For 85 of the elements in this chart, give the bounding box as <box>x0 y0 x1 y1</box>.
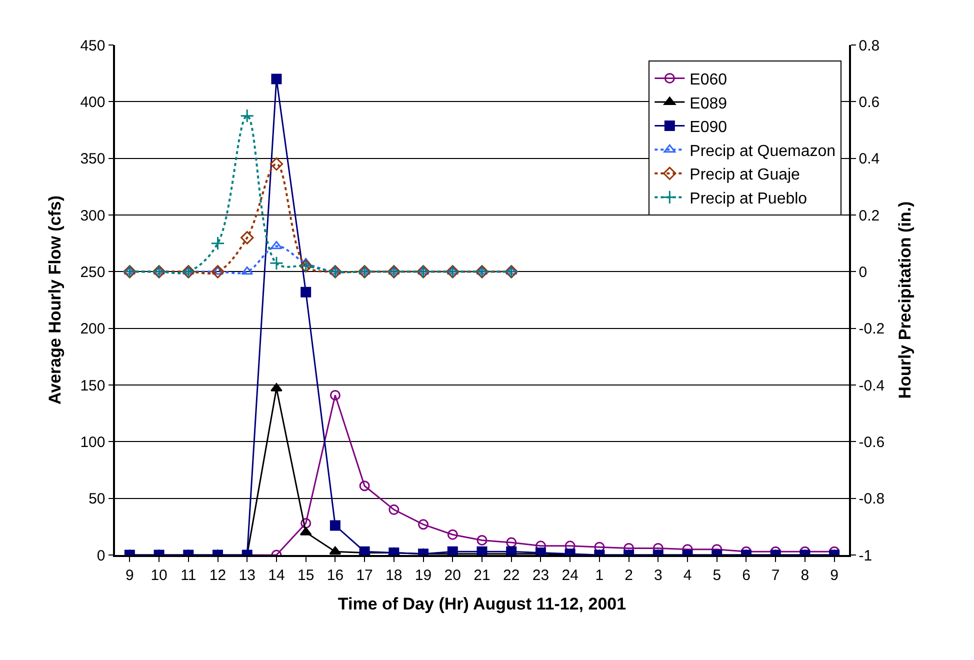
point <box>124 266 136 275</box>
x-tick-label: 14 <box>268 566 285 584</box>
x-tick-label: 22 <box>503 566 520 584</box>
x-tick-label: 17 <box>356 566 373 584</box>
y-tick-label: 50 <box>88 490 106 508</box>
x-tick-label: 19 <box>414 566 432 584</box>
y2-tick-label: 0.6 <box>858 94 880 111</box>
point <box>505 266 518 275</box>
legend-label: E090 <box>690 119 728 136</box>
x-tick-label: 12 <box>209 566 226 584</box>
x-tick-label: 16 <box>326 566 344 584</box>
x-tick-label: 13 <box>238 566 256 584</box>
y-tick-label: 0 <box>96 547 106 564</box>
point <box>476 535 488 546</box>
y2-tick-label: -0.2 <box>858 320 885 338</box>
x-tick-label: 9 <box>830 566 838 584</box>
x-tick-label: 20 <box>444 566 461 584</box>
x-tick-label: 6 <box>742 566 750 584</box>
x-tick-label: 1 <box>595 566 604 584</box>
point <box>300 286 312 298</box>
point <box>506 537 517 548</box>
point <box>269 256 284 270</box>
point <box>240 108 254 123</box>
point <box>330 390 340 400</box>
point <box>447 529 458 540</box>
point <box>300 518 312 529</box>
y2-tick-label: 0.8 <box>858 37 880 54</box>
point <box>476 266 488 275</box>
point <box>270 157 284 171</box>
x-tick-label: 5 <box>712 566 722 584</box>
point <box>270 240 282 250</box>
point <box>330 520 340 531</box>
y2-tick-label: 0 <box>858 264 868 281</box>
y-tick-label: 400 <box>80 94 106 111</box>
point <box>271 74 282 84</box>
point <box>329 266 342 275</box>
point <box>446 266 459 275</box>
y-tick-label: 200 <box>80 320 106 338</box>
y-tick-label: 350 <box>80 150 106 168</box>
point <box>388 504 400 515</box>
y2-tick-label: -0.4 <box>858 377 885 394</box>
y2-tick-label: -0.6 <box>858 434 885 451</box>
point <box>211 265 224 278</box>
y-tick-label: 250 <box>80 264 106 281</box>
y2-axis-title: Hourly Precipitation (in.) <box>896 201 915 399</box>
x-tick-label: 4 <box>683 566 692 584</box>
x-tick-label: 23 <box>532 566 550 584</box>
x-tick-label: 18 <box>386 566 402 584</box>
legend-label: Precip at Quemazon <box>690 142 836 160</box>
y2-tick-label: 0.2 <box>858 207 880 224</box>
y2-tick-label: -0.8 <box>858 490 885 508</box>
legend-label: Precip at Pueblo <box>690 190 808 208</box>
y2-tick-label: -1 <box>858 547 872 564</box>
point <box>358 266 371 275</box>
y2-tick-label: 0.4 <box>858 150 880 168</box>
point <box>388 266 400 275</box>
x-tick-label: 15 <box>297 566 314 584</box>
point <box>418 519 429 530</box>
x-tick-label: 9 <box>126 566 134 584</box>
point <box>329 546 342 555</box>
legend-label: E089 <box>690 95 728 112</box>
y-tick-label: 450 <box>80 37 106 54</box>
y-tick-label: 300 <box>80 207 106 224</box>
point <box>359 480 370 492</box>
point <box>212 266 224 275</box>
point <box>210 236 225 250</box>
x-tick-label: 10 <box>150 566 168 584</box>
x-tick-label: 2 <box>624 566 633 584</box>
point <box>240 231 254 244</box>
y-axis-title: Average Hourly Flow (cfs) <box>45 195 64 405</box>
x-tick-label: 3 <box>654 566 662 584</box>
y-tick-label: 100 <box>80 434 106 451</box>
point <box>241 266 254 275</box>
point <box>153 266 165 275</box>
point <box>417 266 430 275</box>
legend-label: E060 <box>690 71 728 88</box>
x-tick-label: 24 <box>562 566 578 584</box>
x-tick-label: 7 <box>771 566 780 584</box>
x-tick-label: 11 <box>180 566 196 584</box>
point <box>270 383 282 392</box>
legend-label: Precip at Guaje <box>690 166 800 184</box>
y-tick-label: 150 <box>80 377 106 394</box>
x-tick-label: 21 <box>474 566 490 584</box>
x-tick-label: 8 <box>800 566 810 584</box>
x-axis-title: Time of Day (Hr) August 11-12, 2001 <box>338 594 626 614</box>
